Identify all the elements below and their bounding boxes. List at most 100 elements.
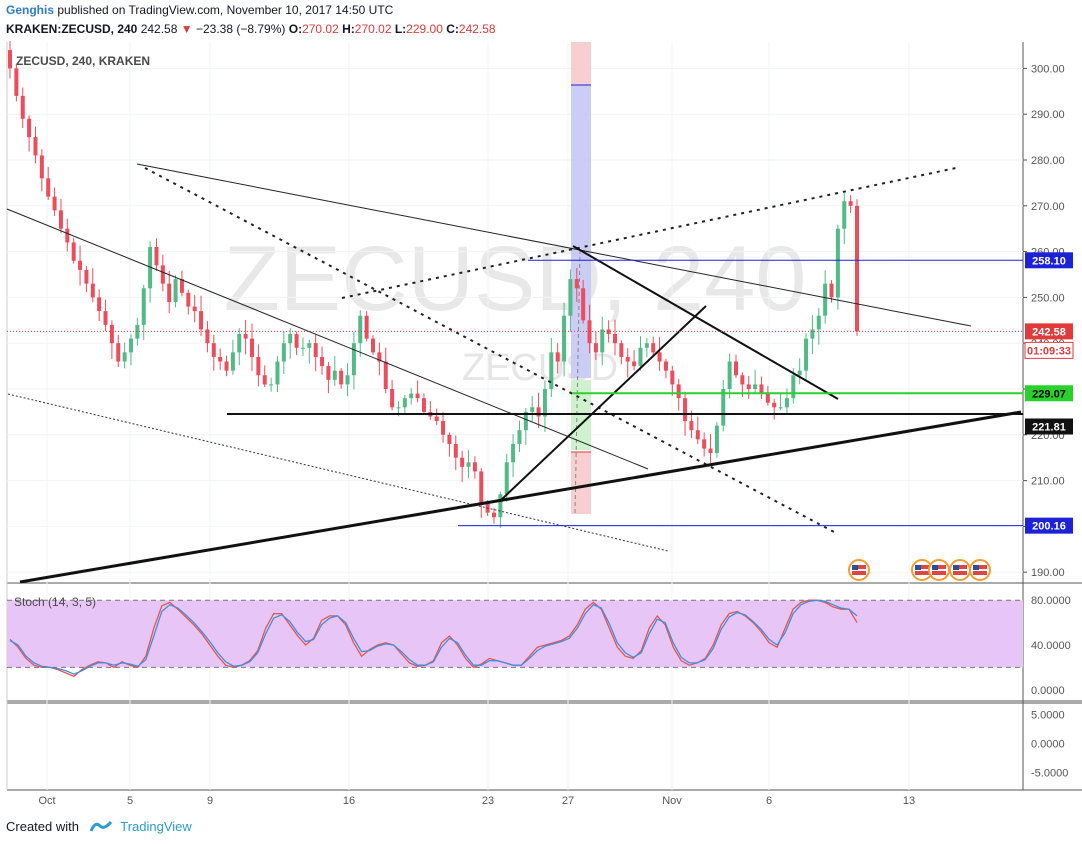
candle-body xyxy=(129,338,133,353)
flag-stripe xyxy=(932,569,946,571)
low-label: L: xyxy=(394,22,407,36)
stoch-tick-label: 80.0000 xyxy=(1031,595,1071,607)
dotted-ascending-line xyxy=(341,167,957,299)
candle-body xyxy=(441,421,446,435)
author-link[interactable]: Genghis xyxy=(6,3,55,17)
candle-body xyxy=(371,338,375,353)
us-flag-event-icon xyxy=(848,559,870,581)
candle-body xyxy=(237,334,242,353)
candle-body xyxy=(530,407,535,412)
candle-body xyxy=(772,402,777,408)
us-flag-event-icon xyxy=(928,559,950,581)
high-value: 270.02 xyxy=(354,22,392,36)
candle-body xyxy=(549,352,554,389)
candle-body xyxy=(848,201,853,206)
stoch-band xyxy=(7,600,1023,668)
candle-body xyxy=(313,343,318,357)
last-price: 242.58 xyxy=(140,22,178,36)
stoch-title: Stoch (14, 3, 5) xyxy=(14,595,96,609)
candle-body xyxy=(20,95,25,119)
candle-body xyxy=(600,329,605,353)
candle-body xyxy=(670,370,675,385)
candle-body xyxy=(307,343,312,348)
candle-body xyxy=(574,279,579,289)
candle-body xyxy=(517,430,522,444)
candle-body xyxy=(581,288,586,321)
candle-body xyxy=(784,398,789,408)
candle-body xyxy=(300,347,305,349)
candle-body xyxy=(377,352,382,362)
descending-trendline-lower xyxy=(7,393,669,552)
candle-body xyxy=(823,283,828,316)
candle-body xyxy=(364,315,369,339)
price-label-green: 229.07 xyxy=(1025,385,1073,402)
candle-body xyxy=(676,384,681,399)
trend-lines[interactable] xyxy=(6,163,1023,584)
flag-canton xyxy=(915,565,921,570)
position-box-target xyxy=(571,85,591,378)
candle-body xyxy=(8,50,12,69)
candle-body xyxy=(829,283,834,298)
price-label-text: 221.81 xyxy=(1032,422,1066,434)
x-tick-label: 23 xyxy=(482,795,494,807)
rising-wedge-line xyxy=(499,305,707,502)
candle-body xyxy=(71,242,76,261)
candle-body xyxy=(122,352,127,362)
candle-body xyxy=(345,375,350,385)
stoch-tick-label: 40.0000 xyxy=(1031,640,1071,652)
candle-body xyxy=(339,370,344,385)
candle-body xyxy=(727,361,732,389)
high-label: H: xyxy=(342,22,355,36)
candle-body xyxy=(243,334,248,339)
candle-body xyxy=(740,375,745,385)
us-flag-event-icon xyxy=(969,559,991,581)
tradingview-link[interactable]: TradingView xyxy=(120,819,192,834)
candle-body xyxy=(702,439,707,449)
candle-body xyxy=(383,361,388,389)
candle-body xyxy=(810,329,815,339)
footer: Created with TradingView xyxy=(6,819,192,834)
candle-body xyxy=(141,288,146,325)
candle-body xyxy=(714,425,719,454)
candle-body xyxy=(765,393,770,403)
watermark-small: ZECUSD xyxy=(462,347,618,389)
candle-body xyxy=(109,324,114,344)
event-markers[interactable] xyxy=(848,559,991,581)
price-label-box xyxy=(1025,323,1073,340)
candle-body xyxy=(498,494,503,518)
candle-body xyxy=(632,361,637,367)
candle-body xyxy=(78,260,83,270)
candle-body xyxy=(753,384,758,389)
candle-body xyxy=(842,201,847,229)
candle-body xyxy=(90,283,95,298)
y-tick-label: 190.00 xyxy=(1031,567,1065,579)
price-axis[interactable]: 300.00290.00280.00270.00260.00250.00240.… xyxy=(1023,63,1074,780)
candle-body xyxy=(39,155,44,179)
y-tick-label: 280.00 xyxy=(1031,155,1065,167)
candles xyxy=(8,41,859,528)
candle-body xyxy=(332,370,337,380)
candle-body xyxy=(638,347,643,367)
candle-body xyxy=(511,443,516,463)
flag-stripe xyxy=(852,569,866,571)
candle-body xyxy=(192,306,197,312)
time-axis[interactable]: Oct 5 9 16 23 27 Nov 6 13 xyxy=(38,795,915,807)
candle-body xyxy=(52,196,57,211)
publish-header: Genghis published on TradingView.com, No… xyxy=(6,3,393,17)
stoch-tick-label: 0.0000 xyxy=(1031,685,1065,697)
candle-body xyxy=(759,384,764,394)
position-box-loss xyxy=(571,452,591,514)
drawing-tools[interactable] xyxy=(571,42,591,515)
candle-body xyxy=(14,68,19,96)
candle-body xyxy=(46,178,51,197)
candle-body xyxy=(288,334,293,344)
candle-body xyxy=(746,384,751,389)
ascending-support-line xyxy=(19,410,1022,584)
bottom-tick-label: 0.0000 xyxy=(1031,739,1065,751)
price-label-black: 221.81 xyxy=(1025,418,1073,435)
x-tick-label: 9 xyxy=(207,795,213,807)
flag-canton xyxy=(932,565,938,570)
candle-body xyxy=(135,324,140,339)
candle-body xyxy=(33,137,38,156)
